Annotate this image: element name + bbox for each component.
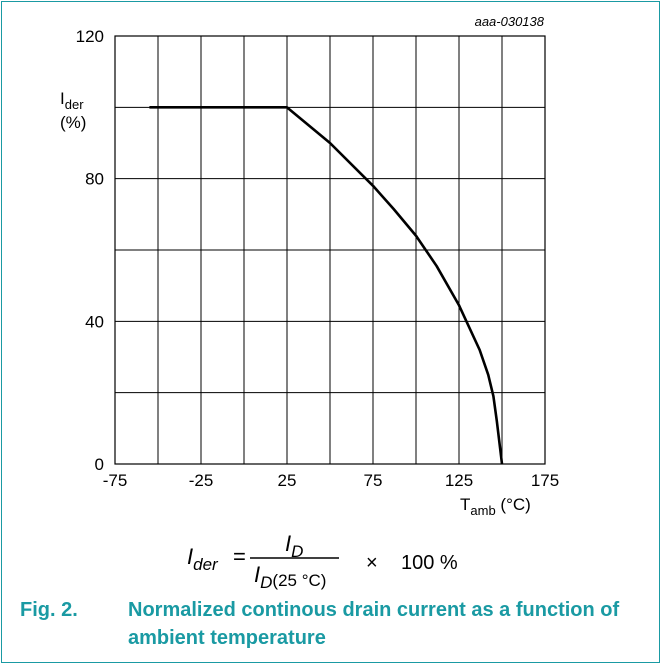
x-axis-label: Tamb (°C) bbox=[460, 495, 531, 518]
formula-denominator: ID(25 °C) bbox=[254, 562, 326, 590]
y-tick-label: 120 bbox=[76, 27, 104, 46]
formula-times: × bbox=[366, 552, 378, 574]
figure-reference: aaa-030138 bbox=[475, 14, 545, 29]
x-tick-label: -25 bbox=[189, 471, 214, 490]
formula-equals: = bbox=[233, 544, 246, 569]
y-tick-label: 0 bbox=[95, 455, 104, 474]
plot-border bbox=[114, 35, 546, 465]
derating-curve bbox=[149, 106, 504, 465]
series-lines bbox=[149, 106, 504, 465]
caption-text: Normalized continous drain current as a … bbox=[128, 599, 620, 649]
formula-factor: 100 % bbox=[401, 552, 458, 574]
y-tick-labels: 0 40 80 120 bbox=[76, 27, 104, 474]
x-tick-labels: -75 -25 25 75 125 175 bbox=[103, 471, 559, 490]
y-tick-label: 80 bbox=[85, 170, 104, 189]
y-axis-label: Ider bbox=[60, 89, 84, 112]
formula-lhs: Ider bbox=[187, 544, 219, 574]
x-tick-label: 125 bbox=[445, 471, 473, 490]
formula-numerator: ID bbox=[285, 531, 303, 561]
x-tick-label: 75 bbox=[364, 471, 383, 490]
y-axis-unit: (%) bbox=[60, 113, 86, 132]
derating-chart: -75 -25 25 75 125 175 0 40 80 120 aaa-030138 Ide… bbox=[60, 14, 559, 518]
x-tick-label: 25 bbox=[278, 471, 297, 490]
y-tick-label: 40 bbox=[85, 312, 104, 331]
caption-number: Fig. 2. bbox=[20, 599, 78, 621]
x-tick-label: -75 bbox=[103, 471, 128, 490]
formula: Ider = ID ID(25 °C) × 100 % bbox=[187, 531, 458, 590]
grid-lines bbox=[114, 35, 546, 465]
x-tick-label: 175 bbox=[531, 471, 559, 490]
plot-area-border bbox=[114, 35, 546, 465]
